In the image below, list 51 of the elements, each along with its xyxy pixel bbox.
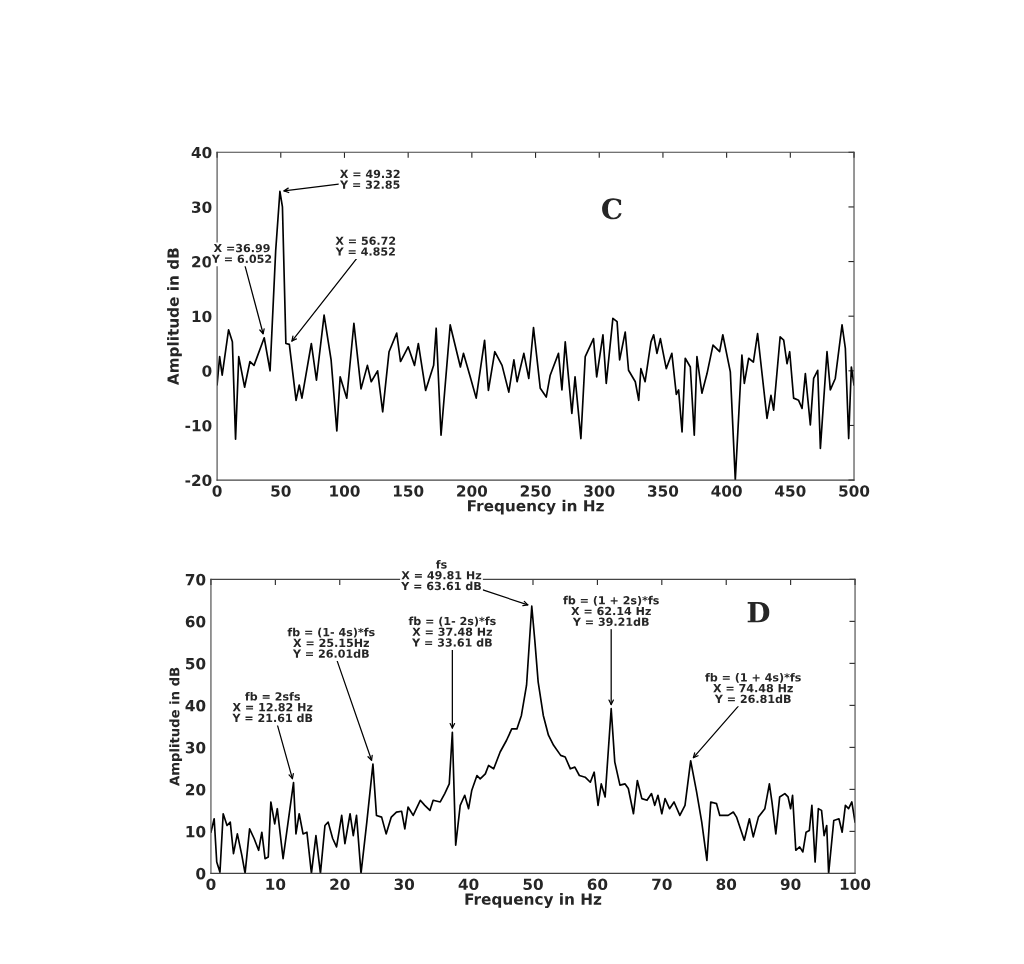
x-tick-label: 30 bbox=[394, 878, 415, 891]
x-tick-label: 400 bbox=[711, 485, 742, 497]
y-tick-label: 30 bbox=[185, 741, 206, 754]
y-tick-label: 50 bbox=[186, 657, 206, 670]
annotation: fb = (1- 2s)*fs X = 37.48 Hz Y = 33.61 dB bbox=[408, 616, 496, 647]
annotation: fb = (1 + 4s)*fs X = 74.48 Hz Y = 26.81dB bbox=[705, 672, 801, 704]
x-tick-label: 90 bbox=[780, 878, 801, 891]
y-tick-label: 30 bbox=[191, 201, 212, 213]
y-tick-label: 40 bbox=[185, 699, 206, 712]
x-tick-label: 50 bbox=[523, 878, 543, 891]
annotation: X =36.99 Y = 6.052 bbox=[211, 243, 272, 264]
x-tick-label: 20 bbox=[330, 878, 350, 891]
y-tick-label: 0 bbox=[202, 365, 212, 377]
x-tick-label: 0 bbox=[212, 485, 222, 497]
y-tick-label: 20 bbox=[186, 783, 206, 796]
x-tick-label: 250 bbox=[520, 485, 551, 497]
y-tick-label: 40 bbox=[191, 146, 212, 159]
annotation: fb = (1- 4s)*fs X = 25.15Hz Y = 26.01dB bbox=[287, 627, 375, 658]
y-tick-label: 10 bbox=[186, 825, 206, 838]
x-tick-label: 450 bbox=[775, 485, 806, 497]
text: D bbox=[747, 602, 770, 623]
x-tick-label: 40 bbox=[458, 878, 479, 891]
y-tick-label: -20 bbox=[185, 474, 212, 487]
annotation: fb = (1 + 2s)*fs X = 62.14 Hz Y = 39.21dB bbox=[563, 595, 659, 626]
annotation: X = 56.72 Y = 4.852 bbox=[335, 236, 396, 256]
x-tick-label: 500 bbox=[839, 485, 870, 497]
x-tick-label: 80 bbox=[716, 878, 737, 891]
x-tick-label: 150 bbox=[393, 485, 424, 497]
text: C bbox=[602, 198, 622, 220]
annotation: X = 49.32 Y = 32.85 bbox=[339, 169, 400, 189]
x-tick-label: 50 bbox=[271, 485, 291, 497]
x-tick-label: 350 bbox=[648, 485, 679, 497]
annotation: fb = 2sfs X = 12.82 Hz Y = 21.61 dB bbox=[232, 692, 313, 723]
x-tick-label: 200 bbox=[457, 485, 488, 497]
x-axis-title: Frequency in Hz bbox=[465, 893, 602, 908]
x-tick-label: 10 bbox=[266, 878, 286, 891]
y-tick-label: -10 bbox=[185, 419, 212, 432]
x-tick-label: 100 bbox=[840, 878, 871, 891]
y-tick-label: 20 bbox=[192, 256, 212, 268]
y-tick-label: 10 bbox=[192, 310, 212, 323]
y-axis-title: Amplitude in dB bbox=[169, 667, 183, 786]
y-tick-label: 0 bbox=[196, 867, 206, 880]
y-tick-label: 70 bbox=[185, 573, 206, 586]
y-axis-title: Amplitude in dB bbox=[167, 248, 182, 386]
y-tick-label: 60 bbox=[185, 615, 206, 628]
x-axis-title: Frequency in Hz bbox=[468, 499, 604, 515]
x-tick-label: 300 bbox=[584, 485, 615, 497]
x-tick-label: 60 bbox=[587, 878, 608, 891]
x-tick-label: 70 bbox=[652, 878, 672, 891]
x-tick-label: 100 bbox=[330, 485, 360, 497]
annotation: fs X = 49.81 Hz Y = 63.61 dB bbox=[401, 560, 482, 591]
